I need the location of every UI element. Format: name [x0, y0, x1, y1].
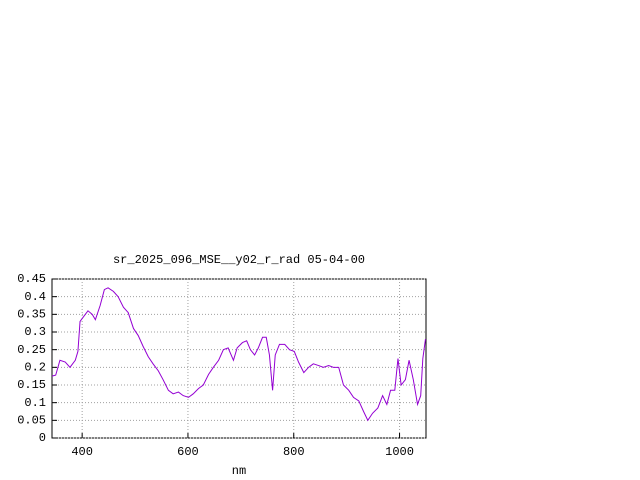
x-tick-label: 1000: [385, 445, 414, 459]
y-tick-label: 0.15: [17, 378, 46, 392]
y-tick-label: 0: [39, 431, 46, 445]
y-tick-label: 0.45: [17, 272, 46, 286]
plot-frame: [51, 278, 427, 439]
y-tick-label: 0.35: [17, 308, 46, 322]
y-tick-label: 0.3: [24, 325, 46, 339]
x-tick-label: 600: [177, 445, 199, 459]
data-line: [51, 287, 426, 422]
y-tick-label: 0.2: [24, 361, 46, 375]
x-axis-label: nm: [232, 464, 246, 478]
y-tick-label: 0.05: [17, 414, 46, 428]
y-tick-label: 0.4: [24, 290, 46, 304]
y-tick-label: 0.25: [17, 343, 46, 357]
y-tick-label: 0.1: [24, 396, 46, 410]
chart-title: sr_2025_096_MSE__y02_r_rad 05-04-00: [113, 253, 365, 267]
x-tick-label: 800: [283, 445, 305, 459]
x-tick-label: 400: [71, 445, 93, 459]
